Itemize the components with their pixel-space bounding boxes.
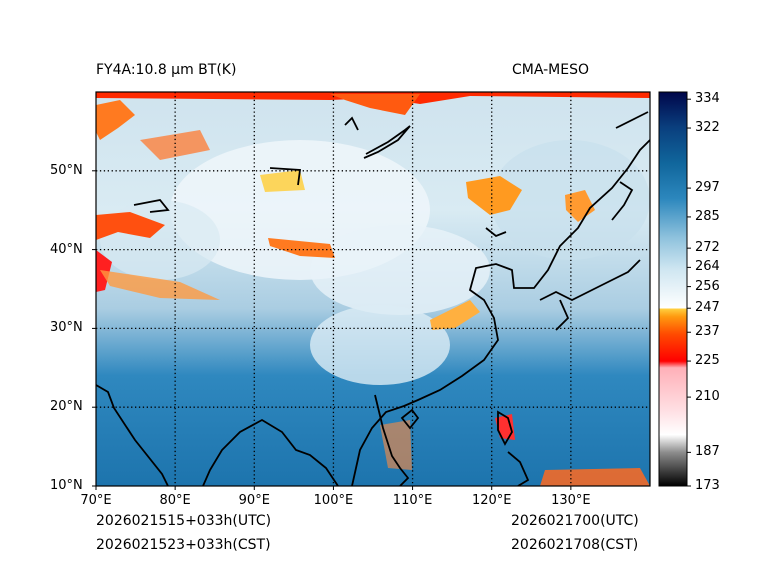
colorbar-tick-label: 297 bbox=[695, 180, 720, 196]
product-title: FY4A:10.8 µm BT(K) bbox=[96, 62, 237, 78]
lat-tick-label: 50°N bbox=[50, 162, 83, 178]
lon-tick-label: 110°E bbox=[392, 493, 433, 508]
colorbar-tick-label: 173 bbox=[695, 478, 720, 493]
axis-ticks bbox=[92, 170, 572, 490]
lat-tick-label: 40°N bbox=[50, 241, 83, 257]
lon-tick-label: 120°E bbox=[471, 493, 512, 508]
colorbar-tick-label: 210 bbox=[695, 389, 720, 405]
lat-tick-label: 10°N bbox=[50, 478, 83, 493]
lon-tick-label: 130°E bbox=[551, 493, 591, 508]
lat-tick-label: 20°N bbox=[50, 399, 83, 415]
colorbar-tick-label: 256 bbox=[695, 278, 720, 294]
lon-tick-label: 70°E bbox=[80, 493, 112, 508]
lon-tick-label: 100°E bbox=[313, 493, 354, 508]
model-name: CMA-MESO bbox=[512, 62, 590, 78]
colorbar-ticks bbox=[687, 98, 691, 487]
coastlines bbox=[96, 111, 650, 486]
colorbar-tick-label: 264 bbox=[695, 259, 720, 275]
graticule bbox=[96, 92, 650, 486]
colorbar-tick-label: 272 bbox=[695, 240, 720, 256]
valid-time-cst: 2026021708(CST) bbox=[511, 537, 639, 553]
colorbar-tick-label: 237 bbox=[695, 324, 720, 340]
brightness-temperature-field bbox=[96, 92, 650, 486]
colorbar-tick-label: 334 bbox=[695, 91, 720, 107]
init-time-cst: 2026021523+033h(CST) bbox=[96, 537, 271, 553]
lat-tick-label: 30°N bbox=[50, 320, 83, 336]
colorbar-tick-label: 225 bbox=[695, 353, 720, 369]
map-frame bbox=[95, 91, 651, 487]
colorbar-tick-label: 322 bbox=[695, 120, 720, 136]
colorbar-tick-label: 247 bbox=[695, 300, 720, 316]
colorbar-tick-label: 187 bbox=[695, 444, 720, 460]
valid-time-utc: 2026021700(UTC) bbox=[511, 513, 639, 529]
init-time-utc: 2026021515+033h(UTC) bbox=[96, 513, 272, 529]
lon-tick-label: 80°E bbox=[159, 493, 191, 508]
colorbar-tick-label: 285 bbox=[695, 208, 720, 224]
lon-tick-label: 90°E bbox=[238, 493, 270, 508]
colorbar bbox=[658, 91, 688, 487]
